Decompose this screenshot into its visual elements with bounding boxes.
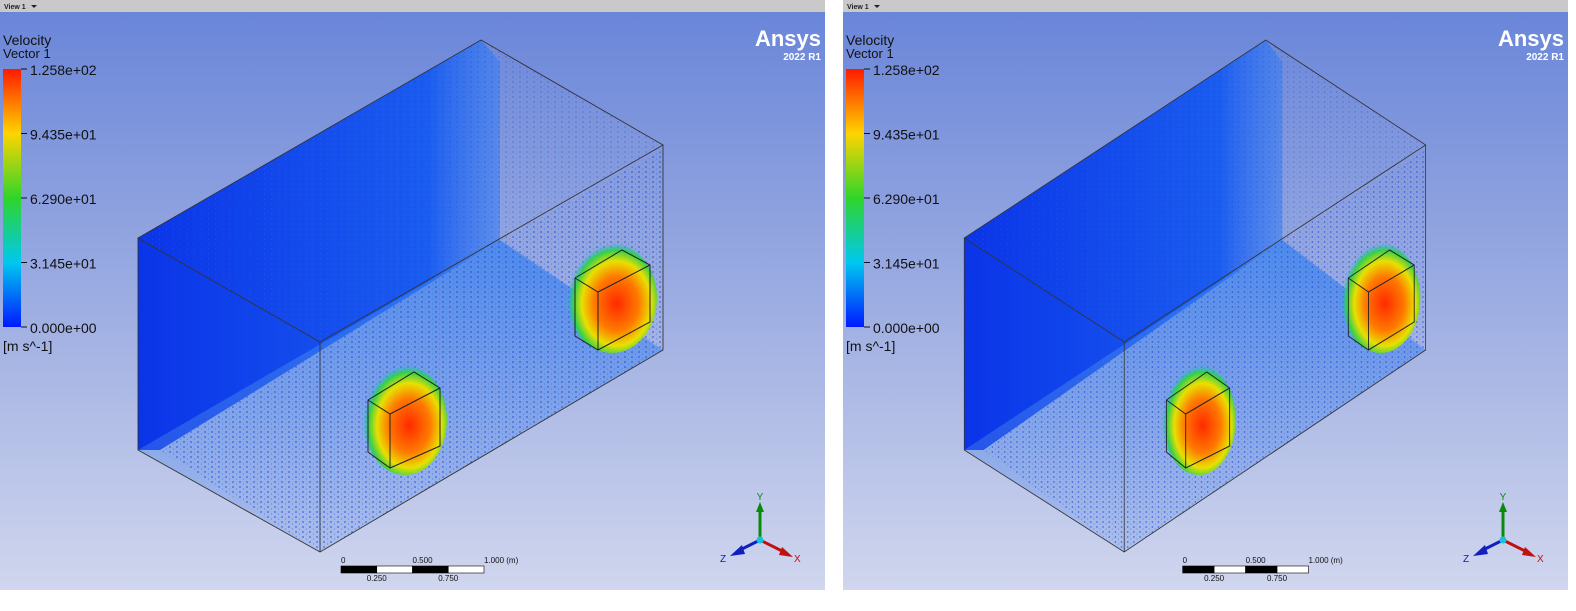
scene — [963, 39, 1427, 553]
color-bar-label: 0.000e+00 — [873, 320, 940, 336]
triad-label: Y — [757, 492, 764, 503]
viewport: View 1 Velocity Vector 1 1.258e+02 9.435e+0… — [843, 0, 1568, 590]
logo-name: Ansys — [755, 26, 821, 51]
jet-hotspot — [363, 365, 447, 475]
scale-bar-segment — [412, 565, 449, 574]
color-bar-label: 1.258e+02 — [30, 62, 97, 78]
scale-bar-label: 1.000 (m) — [484, 556, 519, 565]
legend-subtitle: Vector 1 — [846, 46, 894, 61]
triad-arrow — [756, 502, 764, 512]
jet-hotspot — [1162, 365, 1236, 475]
scale-bar-label: 0.750 — [438, 574, 459, 583]
view-dropdown[interactable] — [874, 5, 880, 8]
vector-field — [138, 40, 663, 342]
triad-label: X — [1537, 554, 1544, 565]
scale-bar-label: 0.500 — [413, 556, 434, 565]
scale-bar-segment — [340, 565, 378, 574]
inlet-outline — [1347, 249, 1415, 351]
color-bar-label: 9.435e+01 — [873, 127, 940, 143]
legend-unit: [m s^-1] — [846, 338, 895, 354]
logo-version: 2022 R1 — [1526, 52, 1564, 63]
scale-bar-label: 0.250 — [367, 574, 388, 583]
scale-bar-label: 0.750 — [1267, 574, 1288, 583]
color-bar — [846, 69, 864, 327]
scale-bar-segment — [1182, 565, 1215, 574]
legend-subtitle: Vector 1 — [3, 46, 51, 61]
triad-label: Z — [720, 554, 726, 565]
triad-label: X — [794, 554, 801, 565]
viewport: View 1 Velocity Vector 1 1.258e+02 9.435e+0… — [0, 0, 825, 590]
scale-bar-label: 0.500 — [1246, 556, 1267, 565]
legend-title: Velocity — [846, 32, 894, 48]
legend-unit: [m s^-1] — [3, 338, 52, 354]
triad-arrow — [1473, 545, 1488, 556]
triad-arrow — [779, 547, 793, 557]
scale-bar-label: 0.250 — [1204, 574, 1225, 583]
vector-field — [160, 150, 663, 552]
color-bar-label: 3.145e+01 — [30, 256, 97, 272]
scale-bar-label: 1.000 (m) — [1309, 556, 1344, 565]
color-bar-label: 1.258e+02 — [873, 62, 940, 78]
viewport-header — [843, 0, 1568, 12]
triad-origin — [756, 536, 764, 544]
color-bar — [3, 69, 21, 327]
jet-hotspot — [1341, 243, 1421, 353]
scale-bar-segment — [1213, 565, 1246, 574]
domain-outline — [963, 39, 1427, 553]
scale-bar-segment — [1276, 565, 1309, 574]
inlet-outline — [367, 371, 441, 469]
scale-bar-label: 0 — [1183, 556, 1188, 565]
logo-name: Ansys — [1498, 26, 1564, 51]
color-bar-label: 3.145e+01 — [873, 256, 940, 272]
scene — [137, 39, 664, 553]
triad-label: Z — [1463, 554, 1469, 565]
legend-title: Velocity — [3, 32, 51, 48]
scale-bar-segment — [447, 565, 485, 574]
logo-version: 2022 R1 — [783, 52, 821, 63]
scale-bar-label: 0 — [341, 556, 346, 565]
triad-arrow — [730, 545, 745, 556]
color-bar-label: 6.290e+01 — [873, 191, 940, 207]
triad-label: Y — [1500, 492, 1507, 503]
viewport-header — [0, 0, 825, 12]
color-bar-label: 6.290e+01 — [30, 191, 97, 207]
vector-field — [964, 40, 1426, 342]
color-bar-label: 0.000e+00 — [30, 320, 97, 336]
viewport-title: View 1 — [847, 4, 869, 11]
scale-bar-segment — [1245, 565, 1278, 574]
color-bar-label: 9.435e+01 — [30, 127, 97, 143]
scale-bar-segment — [376, 565, 413, 574]
triad-origin — [1499, 536, 1507, 544]
triad-arrow — [1499, 502, 1507, 512]
domain-outline — [137, 39, 664, 553]
view-dropdown[interactable] — [31, 5, 37, 8]
vector-field — [983, 150, 1426, 552]
triad-arrow — [1522, 547, 1536, 557]
inlet-outline — [574, 249, 651, 351]
inlet-outline — [1165, 371, 1231, 469]
jet-hotspot — [567, 243, 657, 353]
viewport-title: View 1 — [4, 4, 26, 11]
